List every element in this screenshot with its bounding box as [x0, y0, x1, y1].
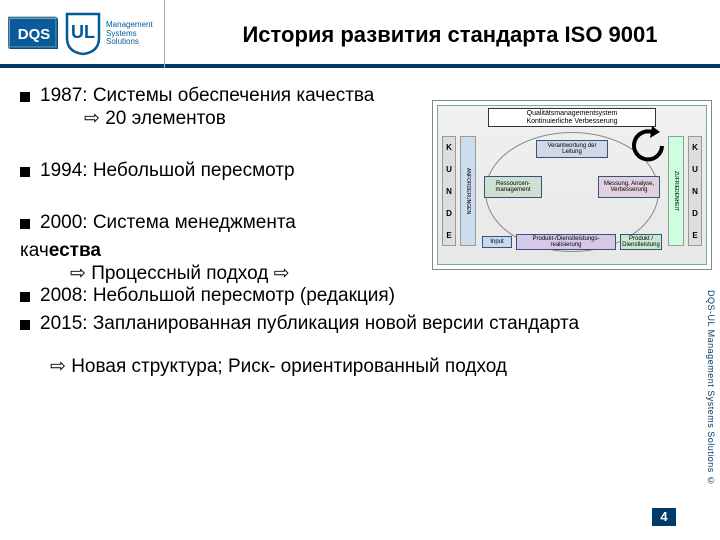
bullet-square-icon [20, 292, 30, 302]
b5-sub: ⇨ Новая структура; Риск- ориентированный… [20, 355, 690, 378]
diagram-core: Verantwortung der Leitung Ressourcen-man… [482, 130, 662, 254]
qms-diagram: Qualitätsmanagementsystem Kontinuierlich… [432, 100, 712, 270]
arrow-icon: ⇨ [50, 356, 66, 377]
ul-logo: UL Management Systems Solutions [64, 10, 154, 58]
diagram-box-measure: Messung, Analyse, Verbesserung [598, 176, 660, 198]
bullet-text: 1987: Системы обеспечения качества ⇨ 20 … [40, 85, 374, 130]
diagram-box-realization: Produkt-/Dienstleistungs-realisierung [516, 234, 616, 250]
diagram-requirements: ANFORDERUNGEN [460, 136, 476, 246]
copyright-text: DQS-UL Management Systems Solutions © [700, 290, 716, 520]
diagram-box-output: Produkt / Dienstleistung [620, 234, 662, 250]
arrow-icon: ⇨ [84, 108, 100, 129]
ul-tagline: Management Systems Solutions [106, 21, 153, 47]
ul-tag-3: Solutions [106, 38, 153, 47]
ul-shield-icon: UL [64, 12, 102, 56]
b5-text: 2015: Запланированная публикация новой в… [40, 313, 579, 335]
bullet-2015: 2015: Запланированная публикация новой в… [20, 313, 690, 335]
b1-line2: ⇨ 20 элементов [40, 107, 374, 130]
diagram-satisfaction: ZUFRIEDENHEIT [668, 136, 684, 246]
slide-title: История развития стандарта ISO 9001 [190, 22, 710, 48]
arrow-icon: ⇨ [274, 263, 290, 284]
b4-text: 2008: Небольшой пересмотр (редакция) [40, 285, 395, 307]
slide-header: DQS UL Management Systems Solutions Исто… [0, 0, 720, 68]
dqs-logo: DQS [8, 13, 60, 55]
diagram-box-resources: Ressourcen-management [484, 176, 542, 198]
bullet-square-icon [20, 219, 30, 229]
diagram-feedback-arrow-icon [632, 126, 668, 162]
b3-line1: 2000: Система менеджмента [40, 212, 296, 234]
svg-text:DQS: DQS [18, 26, 51, 43]
diagram-kunde-right: KUNDE [688, 136, 702, 246]
logo-area: DQS UL Management Systems Solutions [0, 0, 165, 68]
diagram-kunde-left: KUNDE [442, 136, 456, 246]
bullet-2008: 2008: Небольшой пересмотр (редакция) [20, 285, 690, 307]
b2-text: 1994: Небольшой пересмотр [40, 160, 295, 182]
b1-line1: 1987: Системы обеспечения качества [40, 85, 374, 107]
bullet-square-icon [20, 320, 30, 330]
svg-text:UL: UL [71, 22, 95, 42]
diagram-inner: Qualitätsmanagementsystem Kontinuierlich… [437, 105, 707, 265]
bullet-square-icon [20, 167, 30, 177]
page-number: 4 [652, 508, 676, 526]
diagram-box-input: Input [482, 236, 512, 248]
arrow-icon: ⇨ [70, 263, 86, 284]
diagram-title: Qualitätsmanagementsystem Kontinuierlich… [488, 108, 656, 127]
bullet-square-icon [20, 92, 30, 102]
diagram-box-leadership: Verantwortung der Leitung [536, 140, 608, 158]
